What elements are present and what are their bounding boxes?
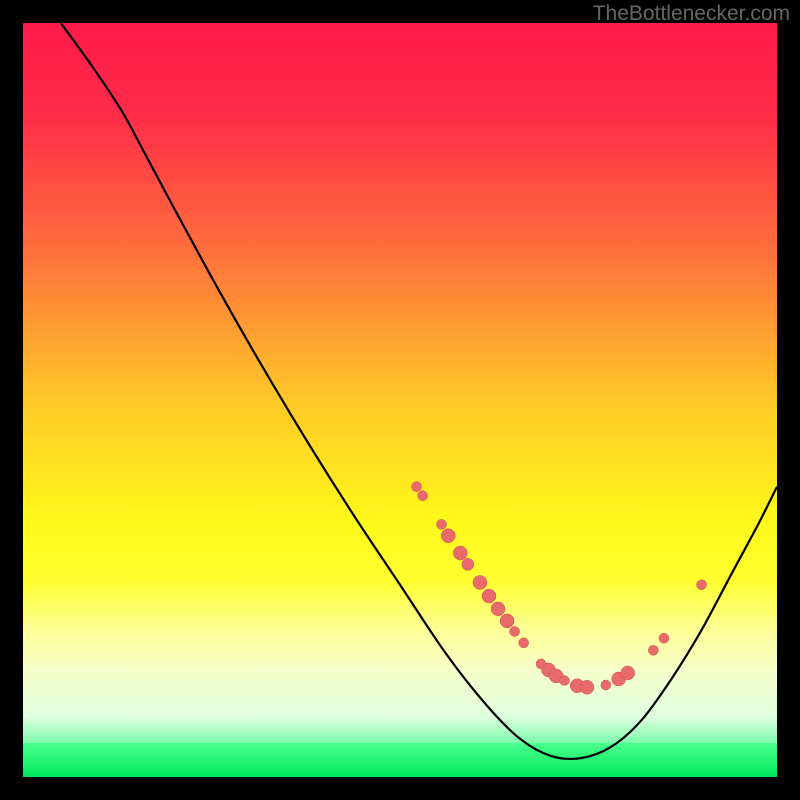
data-point xyxy=(482,589,496,603)
data-point xyxy=(621,666,635,680)
data-point xyxy=(436,519,446,529)
data-point xyxy=(473,575,487,589)
data-point xyxy=(510,626,520,636)
data-point xyxy=(601,680,611,690)
data-point xyxy=(491,602,505,616)
data-point xyxy=(697,580,707,590)
data-point xyxy=(648,645,658,655)
curve-layer xyxy=(23,23,777,777)
data-point xyxy=(453,546,467,560)
data-point xyxy=(500,614,514,628)
data-points-group xyxy=(412,482,707,695)
data-point xyxy=(462,558,474,570)
data-point xyxy=(418,491,428,501)
plot-area xyxy=(23,23,777,777)
data-point xyxy=(441,529,455,543)
data-point xyxy=(659,633,669,643)
data-point xyxy=(580,680,594,694)
data-point xyxy=(412,482,422,492)
watermark-text: TheBottlenecker.com xyxy=(593,2,790,26)
bottleneck-curve xyxy=(61,23,777,759)
data-point xyxy=(559,675,569,685)
data-point xyxy=(519,638,529,648)
